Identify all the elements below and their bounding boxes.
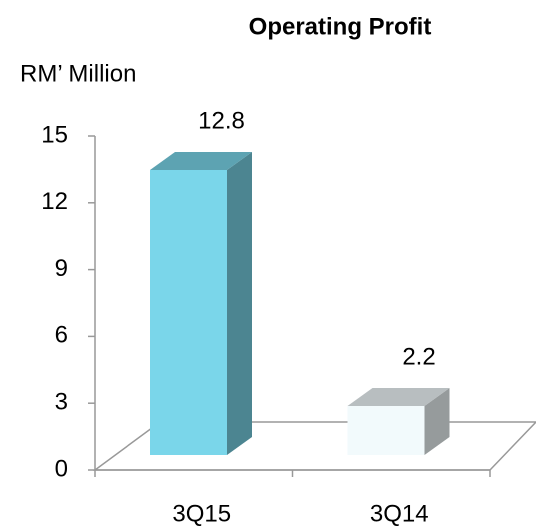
bar (150, 151, 252, 455)
y-tick-label: 6 (55, 322, 68, 349)
chart-title: Operating Profit (249, 13, 432, 40)
y-axis-label: RM’ Million (20, 60, 136, 87)
bar-top (150, 151, 252, 170)
y-tick-label: 3 (55, 389, 68, 416)
value-label: 12.8 (198, 107, 245, 134)
bar-front (150, 169, 227, 455)
y-tick-label: 0 (55, 455, 68, 482)
x-tick-label: 3Q14 (370, 500, 429, 527)
y-tick-label: 15 (41, 121, 68, 148)
bar (347, 388, 450, 455)
bar-side (227, 151, 252, 455)
bar-side (424, 388, 450, 455)
y-tick-label: 9 (55, 255, 68, 282)
bar-top (347, 388, 450, 407)
bar-front (347, 406, 425, 455)
value-label: 2.2 (402, 343, 435, 370)
y-tick-label: 12 (41, 188, 68, 215)
x-tick-label: 3Q15 (172, 500, 231, 527)
